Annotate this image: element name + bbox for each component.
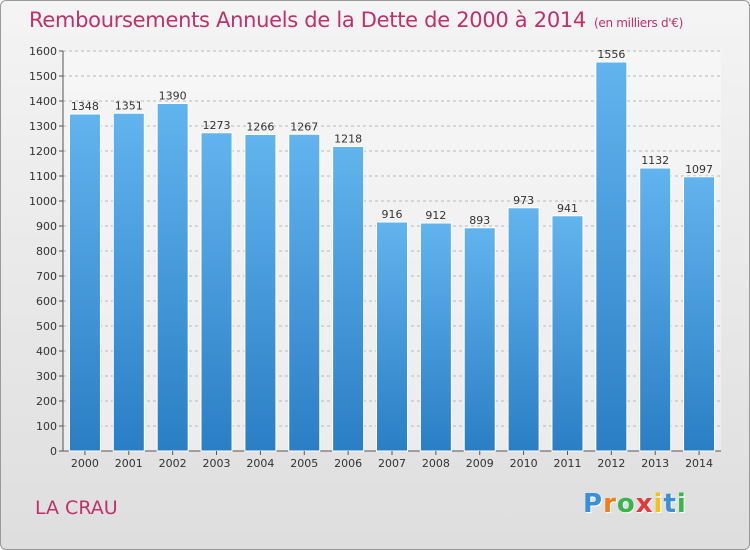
bar-2000 (68, 113, 101, 452)
logo-letter: i (653, 489, 664, 519)
x-tick-label: 2000 (71, 457, 99, 470)
bar-2009 (463, 227, 496, 452)
bar-value-label: 1132 (641, 154, 669, 167)
bar-value-label: 1390 (159, 90, 187, 103)
x-tick-label: 2007 (378, 457, 406, 470)
x-tick-label: 2013 (641, 457, 669, 470)
y-tick-label: 1300 (29, 120, 57, 133)
logo-letter: i (676, 489, 687, 519)
x-tick-label: 2014 (685, 457, 713, 470)
x-tick-label: 2002 (159, 457, 187, 470)
y-tick-label: 200 (36, 395, 57, 408)
bar-2003 (200, 132, 233, 452)
y-tick-label: 900 (36, 220, 57, 233)
bar-2005 (288, 133, 321, 452)
y-tick-label: 1400 (29, 95, 57, 108)
bar-value-label: 1351 (115, 99, 143, 112)
x-tick-label: 2010 (510, 457, 538, 470)
bar-value-label: 1266 (246, 121, 274, 134)
y-tick-label: 400 (36, 345, 57, 358)
x-tick-label: 2001 (115, 457, 143, 470)
chart-unit-note: (en milliers d'€) (594, 16, 684, 30)
x-tick-label: 2006 (334, 457, 362, 470)
y-tick-label: 600 (36, 295, 57, 308)
bar-value-label: 1348 (71, 100, 99, 113)
bar-2014 (683, 176, 716, 452)
y-tick-label: 1200 (29, 145, 57, 158)
x-tick-label: 2003 (203, 457, 231, 470)
proxiti-logo: Proxiti (583, 489, 687, 519)
bar-value-label: 1218 (334, 133, 362, 146)
bar-value-label: 1267 (290, 120, 318, 133)
bar-value-label: 893 (469, 214, 490, 227)
logo-letter: P (583, 489, 604, 519)
bar-value-label: 941 (557, 202, 578, 215)
y-tick-label: 300 (36, 370, 57, 383)
x-tick-label: 2005 (290, 457, 318, 470)
x-tick-label: 2009 (466, 457, 494, 470)
x-tick-label: 2004 (246, 457, 274, 470)
bar-2008 (419, 222, 452, 452)
bar-value-label: 912 (425, 209, 446, 222)
y-tick-label: 100 (36, 420, 57, 433)
bar-2002 (156, 103, 189, 452)
bar-2011 (551, 215, 584, 452)
logo-letter: x (635, 489, 654, 519)
bar-2001 (112, 112, 145, 452)
y-tick-label: 500 (36, 320, 57, 333)
y-tick-label: 1000 (29, 195, 57, 208)
x-tick-label: 2011 (553, 457, 581, 470)
bar-value-label: 973 (513, 194, 534, 207)
bar-2006 (332, 146, 365, 452)
y-tick-label: 1100 (29, 170, 57, 183)
y-tick-label: 700 (36, 270, 57, 283)
place-name: LA CRAU (35, 497, 118, 519)
bar-value-label: 916 (382, 208, 403, 221)
y-tick-label: 1500 (29, 70, 57, 83)
x-tick-label: 2008 (422, 457, 450, 470)
bar-value-label: 1556 (597, 48, 625, 61)
y-tick-label: 0 (50, 445, 57, 458)
bar-2010 (507, 207, 540, 452)
logo-letter: o (616, 489, 636, 519)
bar-value-label: 1097 (685, 163, 713, 176)
bar-value-label: 1273 (203, 119, 231, 132)
bar-2012 (595, 61, 628, 452)
logo-letter: t (663, 489, 677, 519)
chart-title-text: Remboursements Annuels de la Dette de 20… (29, 8, 586, 32)
bar-2004 (244, 134, 277, 452)
bar-2007 (376, 221, 408, 452)
x-tick-label: 2012 (597, 457, 625, 470)
y-tick-label: 800 (36, 245, 57, 258)
bar-2013 (639, 167, 672, 452)
y-tick-label: 1600 (29, 45, 57, 58)
chart-title: Remboursements Annuels de la Dette de 20… (29, 8, 683, 32)
logo-letter: r (603, 489, 617, 519)
